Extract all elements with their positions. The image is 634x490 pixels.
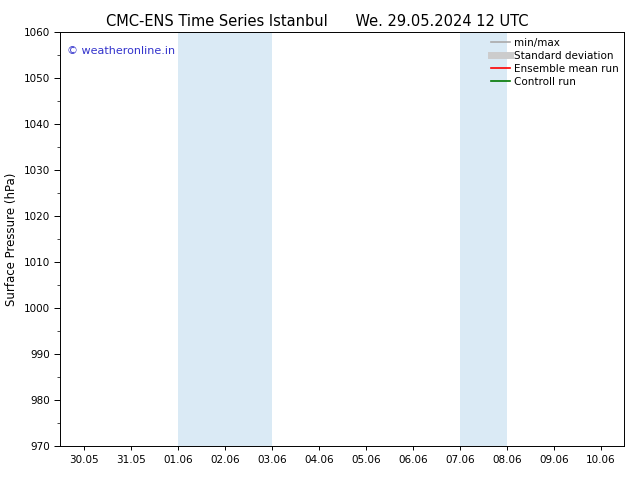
Text: CMC-ENS Time Series Istanbul      We. 29.05.2024 12 UTC: CMC-ENS Time Series Istanbul We. 29.05.2… bbox=[106, 14, 528, 29]
Legend: min/max, Standard deviation, Ensemble mean run, Controll run: min/max, Standard deviation, Ensemble me… bbox=[487, 33, 623, 91]
Text: © weatheronline.in: © weatheronline.in bbox=[67, 47, 175, 56]
Bar bbox=[178, 32, 272, 446]
Y-axis label: Surface Pressure (hPa): Surface Pressure (hPa) bbox=[5, 172, 18, 306]
Bar bbox=[460, 32, 507, 446]
